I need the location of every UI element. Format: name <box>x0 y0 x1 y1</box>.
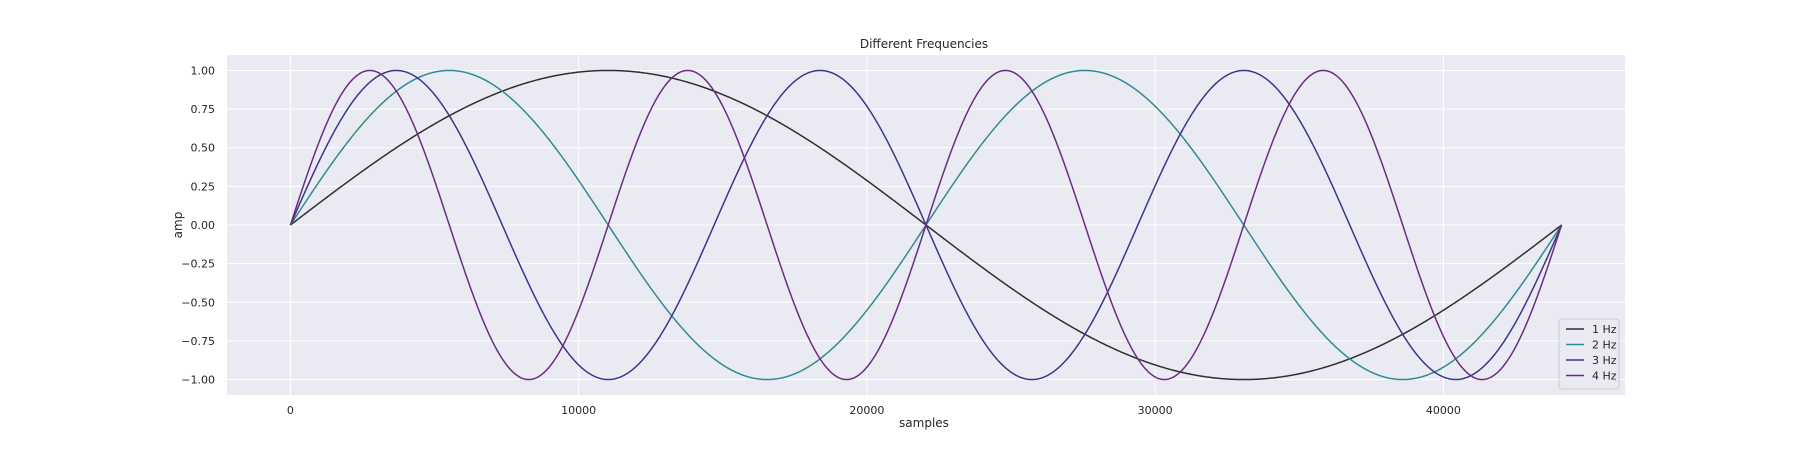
x-tick-label: 30000 <box>1138 404 1173 417</box>
legend-label: 4 Hz <box>1592 370 1617 383</box>
legend-box <box>1558 318 1620 390</box>
legend-label: 1 Hz <box>1592 323 1617 336</box>
y-tick-label: −1.00 <box>181 374 215 387</box>
y-tick-label: 0.25 <box>191 180 216 193</box>
y-axis: 1.00 0.75 0.50 0.25 0.00 −0.25 −0.50 −0.75 −1.00 <box>181 64 215 386</box>
chart-title: Different Frequencies <box>860 37 988 51</box>
x-tick-label: 10000 <box>561 404 596 417</box>
legend-label: 2 Hz <box>1592 339 1617 352</box>
series-line-4hz <box>289 69 1563 381</box>
x-tick-label: 40000 <box>1426 404 1461 417</box>
y-tick-label: 0.75 <box>191 103 216 116</box>
y-axis-label: amp <box>171 212 185 239</box>
x-axis: 0 10000 20000 30000 40000 <box>287 404 1461 417</box>
x-tick-label: 20000 <box>849 404 884 417</box>
x-axis-label: samples <box>899 416 949 430</box>
y-tick-label: −0.25 <box>181 258 215 271</box>
legend: 1 Hz 2 Hz 3 Hz 4 Hz <box>1558 318 1620 390</box>
y-tick-label: −0.75 <box>181 335 215 348</box>
y-tick-label: 0.50 <box>191 142 216 155</box>
series-group <box>289 69 1563 381</box>
y-tick-label: 0.00 <box>191 219 216 232</box>
y-tick-label: 1.00 <box>191 64 216 77</box>
y-tick-label: −0.50 <box>181 296 215 309</box>
x-tick-label: 0 <box>287 404 294 417</box>
legend-label: 3 Hz <box>1592 354 1617 367</box>
